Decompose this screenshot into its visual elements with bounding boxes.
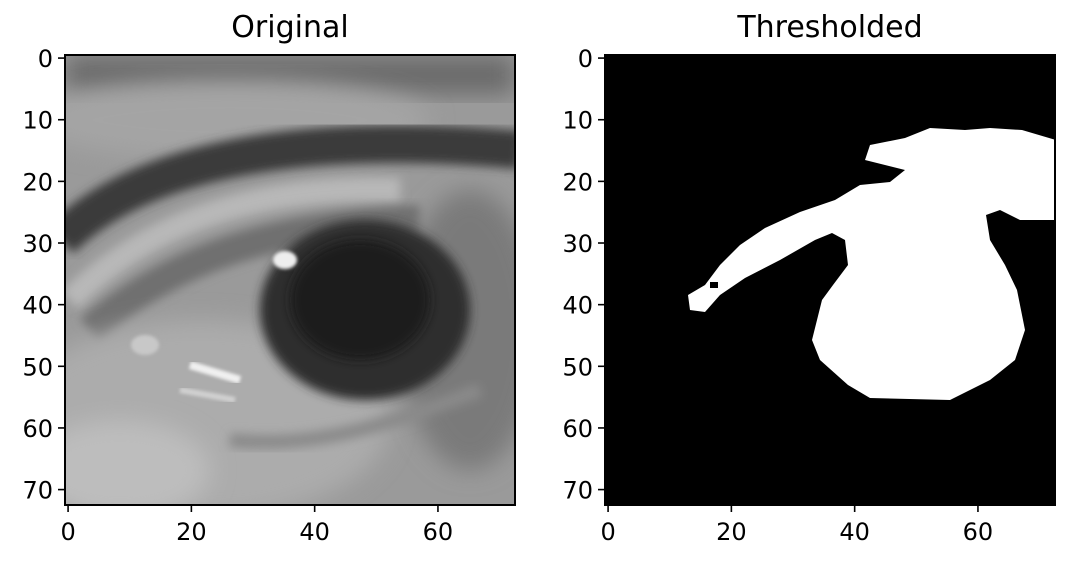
original-x-tick-label: 0: [60, 518, 75, 546]
original-title: Original: [231, 10, 348, 45]
original-frame: [64, 54, 516, 506]
thresholded-y-tick-label: 0: [578, 45, 593, 73]
thresholded-y-tick-label: 30: [562, 230, 593, 258]
thresholded-y-tick-label: 40: [562, 292, 593, 320]
original-y-tick-label: 70: [22, 477, 53, 505]
original-x-tick-label: 40: [299, 518, 330, 546]
thresholded-y-axis: 0 10 20 30 40 50 60 70: [562, 45, 605, 505]
thresholded-y-tick-label: 50: [562, 353, 593, 381]
thresholded-y-tick-label: 70: [562, 477, 593, 505]
thresholded-title: Thresholded: [736, 10, 922, 45]
original-x-axis: 0 20 40 60: [60, 505, 453, 546]
thresholded-image: [605, 55, 1055, 505]
thresholded-x-tick-label: 0: [600, 518, 615, 546]
thresholded-y-tick-label: 20: [562, 168, 593, 196]
thresholded-x-tick-label: 40: [839, 518, 870, 546]
original-y-axis: 0 10 20 30 40 50 60 70: [22, 45, 65, 505]
original-y-tick-label: 60: [22, 415, 53, 443]
thresholded-x-axis: 0 20 40 60: [600, 505, 993, 546]
thresholded-panel: Thresholded 0 20 40 60 0 10 20 30 40 50 60 70: [562, 10, 1056, 546]
thresholded-y-tick-label: 60: [562, 415, 593, 443]
original-y-tick-label: 30: [22, 230, 53, 258]
thresholded-frame: [604, 54, 1056, 506]
original-x-tick-label: 60: [423, 518, 454, 546]
original-y-tick-label: 20: [22, 168, 53, 196]
original-y-tick-label: 50: [22, 353, 53, 381]
original-panel: Original: [22, 10, 516, 546]
original-y-tick-label: 10: [22, 107, 53, 135]
thresholded-x-tick-label: 60: [963, 518, 994, 546]
original-y-tick-label: 0: [38, 45, 53, 73]
thresholded-y-tick-label: 10: [562, 107, 593, 135]
thresholded-x-tick-label: 20: [716, 518, 747, 546]
original-x-tick-label: 20: [176, 518, 207, 546]
original-image: [65, 55, 515, 505]
original-y-tick-label: 40: [22, 292, 53, 320]
